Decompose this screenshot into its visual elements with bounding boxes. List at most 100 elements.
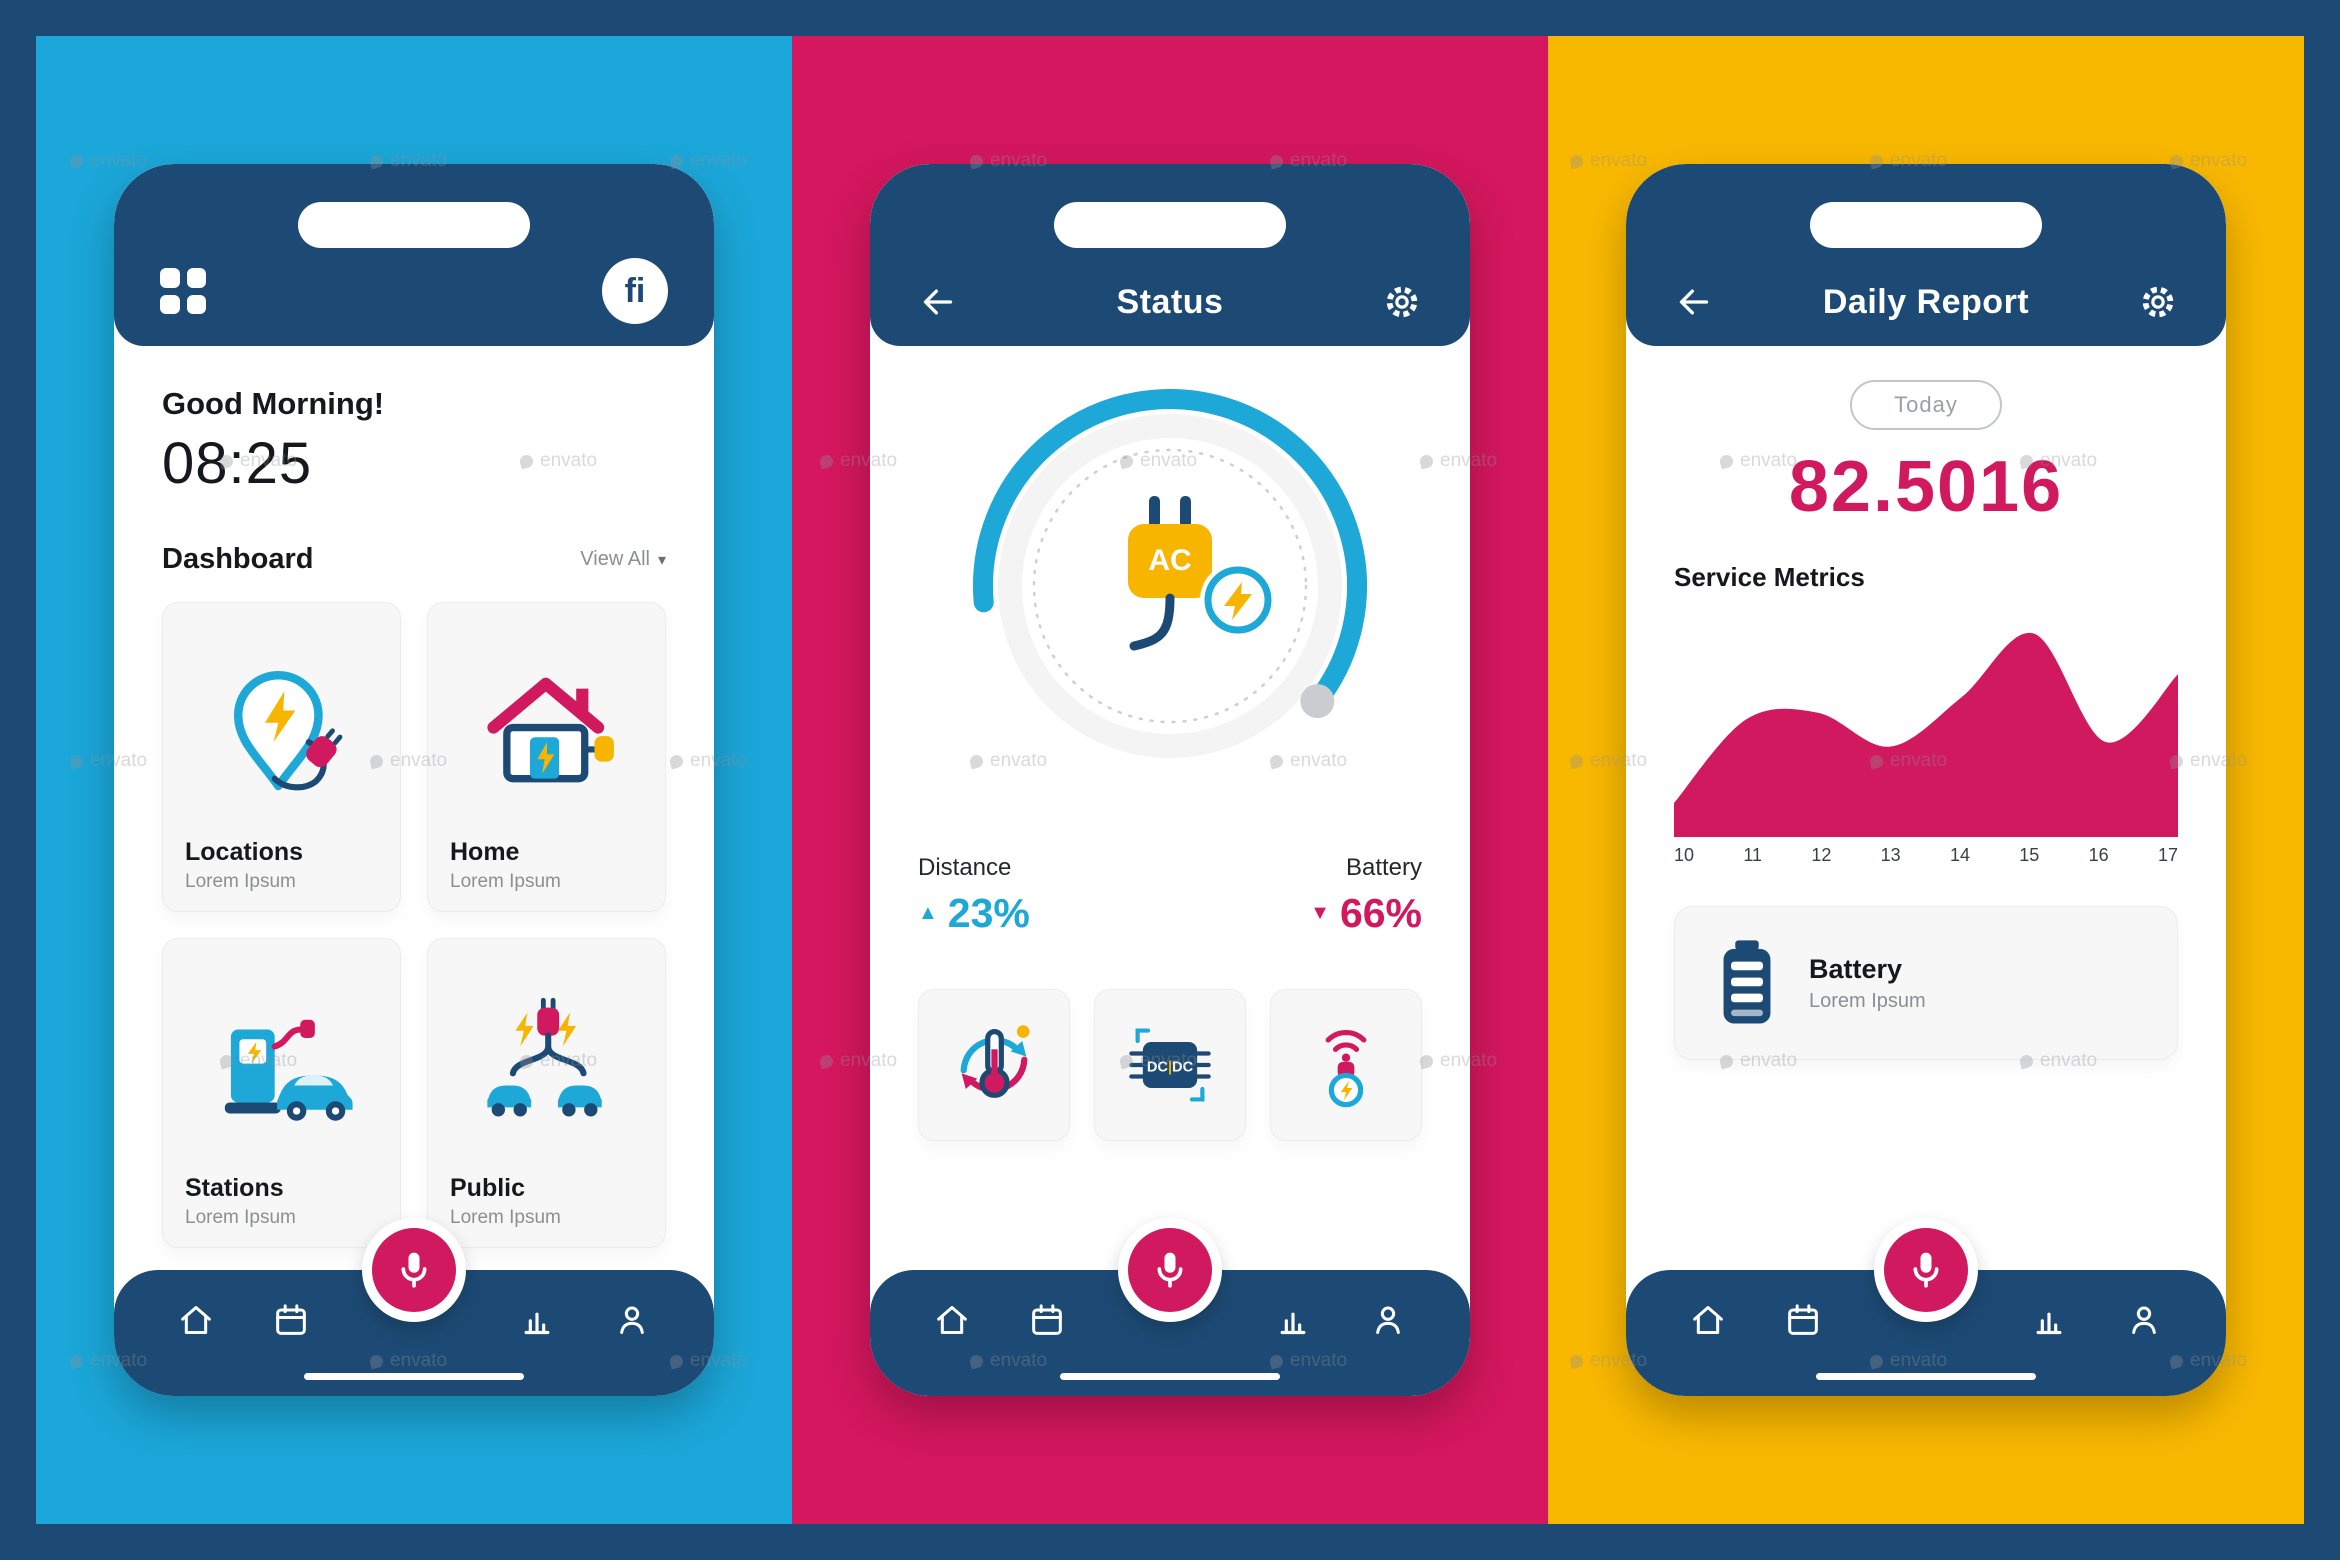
bottom-nav-slot [114,1218,714,1396]
page-title: Status [1116,282,1224,321]
stat-label: Battery [1345,854,1422,881]
battery-card-subtitle: Lorem Ipsum [1809,989,1926,1012]
mic-icon [1157,1252,1183,1288]
card-title: Home [450,838,520,866]
metric-value: 82.5016 [1788,447,2064,527]
quick-icon-grid: DC|DC [918,989,1422,1141]
gauge-dotted-ring [1032,448,1308,724]
trend-down-icon: ▼ [1310,902,1330,924]
ev-station-car-icon [224,1019,353,1121]
svg-text:DC|DC: DC|DC [1147,1059,1194,1075]
x-tick-label: 15 [2019,845,2040,865]
stat-battery: Battery ▼ 66% [1310,854,1422,937]
dashboard-card-home[interactable]: Home Lorem Ipsum [427,602,666,912]
mic-button[interactable] [1118,1218,1222,1322]
card-title: Locations [185,838,304,866]
mic-button[interactable] [362,1218,466,1322]
quick-card-wireless-charging[interactable] [1270,989,1422,1141]
card-title: Public [450,1174,526,1202]
x-tick-label: 10 [1674,845,1695,865]
gauge-arc [973,389,1367,712]
temperature-icon [960,1025,1030,1098]
stat-value: 23% [947,890,1030,936]
card-title: Stations [185,1174,284,1202]
stat-distance: Distance ▲ 23% [918,854,1030,937]
section-title: Dashboard [162,543,314,575]
mic-icon [401,1252,427,1288]
stat-value: 66% [1339,890,1422,936]
panel-row: fi Good Morning! 08:25 Dashboard View Al… [36,36,2304,1524]
mic-button[interactable] [1874,1218,1978,1322]
panel-report: Daily Report Today 82.5016 Service Metri… [1548,36,2304,1524]
phone-home: fi Good Morning! 08:25 Dashboard View Al… [114,164,714,1396]
card-subtitle: Lorem Ipsum [185,871,296,892]
card-subtitle: Lorem Ipsum [450,871,561,892]
menu-grid-icon[interactable] [160,268,206,314]
area-series [1674,632,2178,837]
nav-icons [932,1300,1408,1340]
stats-row: Distance ▲ 23% Battery ▼ 66% [918,854,1422,937]
notch [298,202,530,248]
metric-label: Service Metrics [1674,562,1865,592]
home-indicator[interactable] [1060,1373,1280,1380]
profile-nav-icon[interactable] [1368,1300,1408,1340]
battery-card[interactable]: Battery Lorem Ipsum [1674,906,2178,1060]
home-nav-icon[interactable] [932,1300,972,1340]
nav-icons [1688,1300,2164,1340]
calendar-nav-icon[interactable] [1027,1300,1067,1340]
view-all-label: View All [580,548,650,570]
page-title: Daily Report [1822,282,2030,321]
quick-card-dc-dc-converter[interactable]: DC|DC [1094,989,1246,1141]
ac-plug-icon: AC [1128,496,1276,651]
notch [1054,202,1286,248]
trend-up-icon: ▲ [918,902,938,924]
stats-nav-icon[interactable] [2029,1300,2069,1340]
bottom-nav-slot [1626,1218,2226,1396]
mic-icon [1913,1252,1939,1288]
stat-label: Distance [918,854,1012,881]
status-body: AC Distance ▲ 23% Battery ▼ 66% [870,386,1470,1141]
home-indicator[interactable] [304,1373,524,1380]
wireless-charging-icon [1325,1029,1367,1108]
back-icon[interactable] [916,280,960,324]
phone-header: Daily Report [1626,164,2226,346]
profile-nav-icon[interactable] [2124,1300,2164,1340]
dashboard-card-public[interactable]: Public Lorem Ipsum [427,938,666,1248]
greeting-text: Good Morning! [162,386,385,421]
home-body: Good Morning! 08:25 Dashboard View All ▾… [114,386,714,1248]
home-indicator[interactable] [1816,1373,2036,1380]
back-icon[interactable] [1672,280,1716,324]
panel-home: fi Good Morning! 08:25 Dashboard View Al… [36,36,792,1524]
settings-gear-icon[interactable] [1380,280,1424,324]
bottom-nav [1626,1218,2226,1396]
x-tick-label: 13 [1880,845,1901,865]
card-subtitle: Lorem Ipsum [450,1207,561,1228]
phone-report: Daily Report Today 82.5016 Service Metri… [1626,164,2226,1396]
x-tick-label: 14 [1949,845,1970,865]
area-chart [1674,632,2178,837]
home-nav-icon[interactable] [1688,1300,1728,1340]
gauge-knob[interactable] [1300,684,1335,719]
chevron-down-icon: ▾ [657,551,666,569]
ev-home-charging-icon [486,677,614,782]
calendar-nav-icon[interactable] [1783,1300,1823,1340]
notch [1810,202,2042,248]
calendar-nav-icon[interactable] [271,1300,311,1340]
stats-nav-icon[interactable] [1273,1300,1313,1340]
bottom-nav [870,1218,1470,1396]
quick-card-temperature[interactable] [918,989,1070,1141]
report-body: Today 82.5016 Service Metrics 10 11 12 13 14… [1626,380,2226,1060]
profile-nav-icon[interactable] [612,1300,652,1340]
view-all-dropdown[interactable]: View All ▾ [580,548,666,571]
bolt-icon [1224,582,1252,620]
settings-gear-icon[interactable] [2136,280,2180,324]
period-pill[interactable]: Today [1850,380,2002,430]
dashboard-card-stations[interactable]: Stations Lorem Ipsum [162,938,401,1248]
panel-status: Status [792,36,1548,1524]
x-axis-labels: 10 11 12 13 14 15 16 17 [1674,845,2178,866]
dashboard-card-locations[interactable]: Locations Lorem Ipsum [162,602,401,912]
home-nav-icon[interactable] [176,1300,216,1340]
stats-nav-icon[interactable] [517,1300,557,1340]
bottom-nav [114,1218,714,1396]
